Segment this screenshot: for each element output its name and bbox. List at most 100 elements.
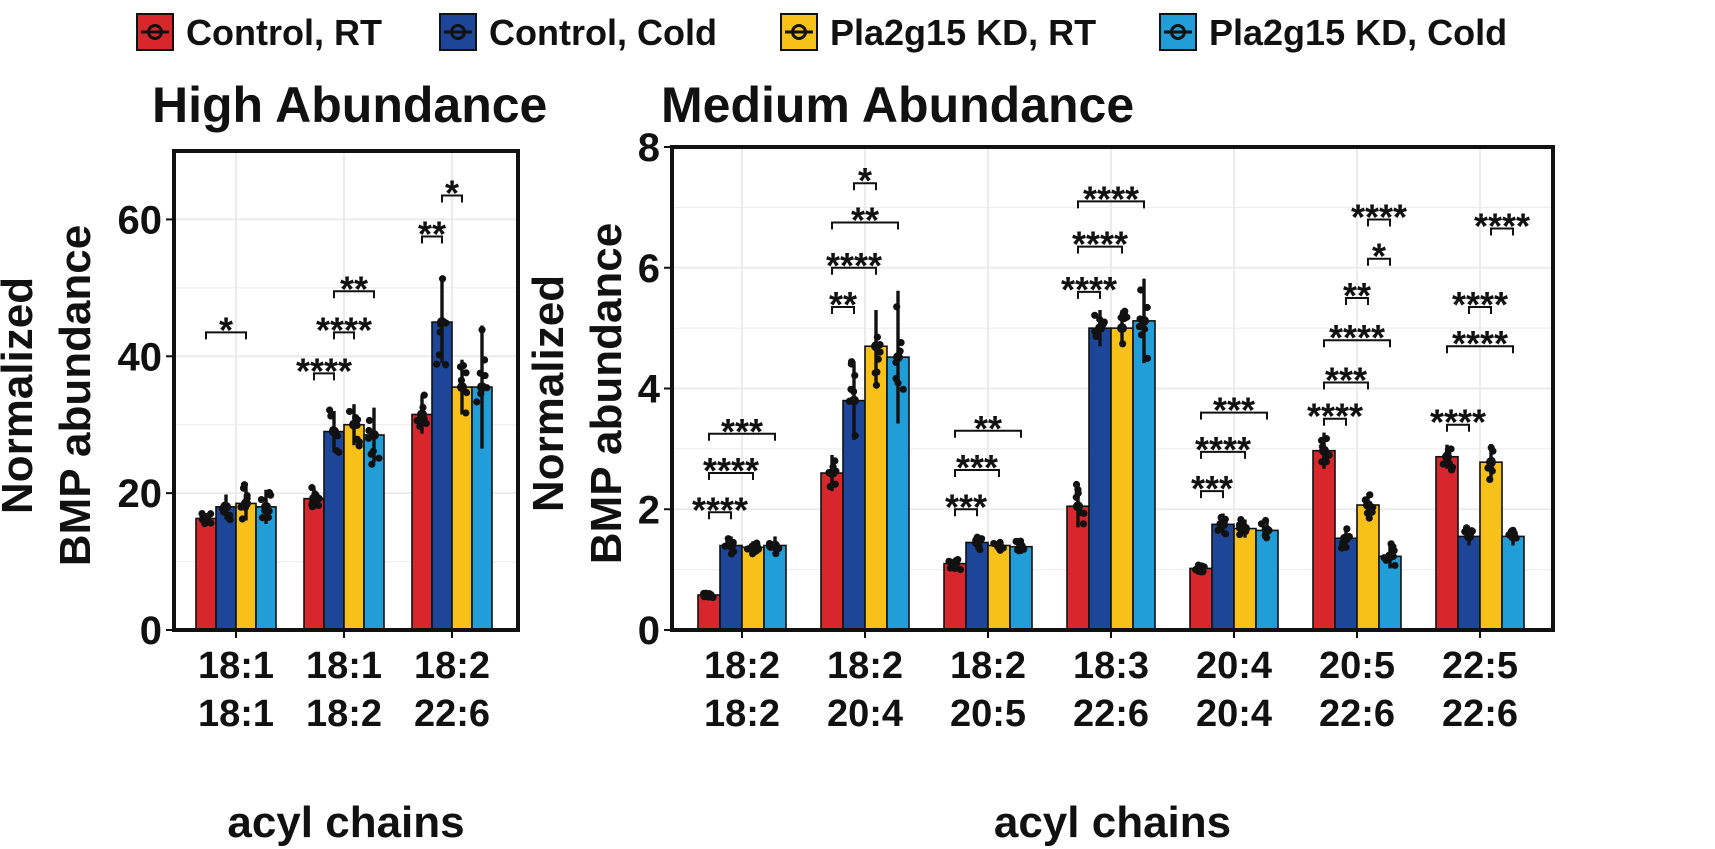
mean-point xyxy=(1341,533,1351,544)
significance-label: **** xyxy=(692,489,748,530)
y-tick-label: 0 xyxy=(638,609,660,653)
mean-point xyxy=(994,540,1004,551)
y-axis-label: Normalized BMP abundance xyxy=(524,223,631,564)
significance-label: ** xyxy=(340,268,368,309)
bracket-line xyxy=(313,372,335,381)
mean-point xyxy=(1363,500,1373,511)
bar xyxy=(451,386,473,631)
bracket-line xyxy=(1367,257,1391,266)
significance-label: * xyxy=(445,172,459,213)
mean-point xyxy=(1016,541,1026,552)
bar xyxy=(1132,320,1156,631)
significance-bracket: *** xyxy=(1200,390,1268,431)
bracket-line xyxy=(853,182,877,191)
significance-label: **** xyxy=(1195,429,1251,470)
bar xyxy=(719,544,743,631)
panel-medium-abundance: Medium Abundance Normalized BMP abundance 0… xyxy=(524,77,1555,847)
significance-label: **** xyxy=(296,350,352,391)
mean-point xyxy=(1464,531,1474,542)
legend-point-glyph xyxy=(450,24,466,40)
bar xyxy=(215,506,237,631)
data-point xyxy=(1092,332,1100,341)
x-axis-label: acyl chains xyxy=(994,798,1231,847)
data-point xyxy=(345,407,354,416)
bracket-line xyxy=(1468,305,1492,314)
mean-point xyxy=(241,498,251,509)
x-tick-label-line1: 18:2 xyxy=(950,645,1026,687)
significance-label: *** xyxy=(945,486,987,527)
legend: Control, RT Control, Cold Pla2g15 KD, RT Pl… xyxy=(136,12,1507,53)
significance-bracket: **** xyxy=(703,450,759,491)
panel-title: Medium Abundance xyxy=(661,77,1134,133)
bar xyxy=(1255,529,1279,631)
data-point xyxy=(473,398,481,406)
mean-point xyxy=(748,542,758,553)
data-point xyxy=(368,460,376,468)
significance-label: ** xyxy=(1343,275,1371,316)
panel-title: High Abundance xyxy=(152,77,547,133)
data-point xyxy=(422,419,430,427)
bracket-line xyxy=(1367,218,1391,227)
significance-bracket: *** xyxy=(954,447,1000,488)
legend-label: Control, RT xyxy=(186,12,382,53)
significance-bracket: **** xyxy=(1446,323,1514,364)
mean-point xyxy=(1139,315,1149,326)
bracket-line xyxy=(1200,490,1224,499)
bar xyxy=(1356,504,1380,631)
data-point xyxy=(433,360,441,368)
significance-label: **** xyxy=(1072,224,1128,265)
bracket-line xyxy=(708,511,732,520)
significance-label: *** xyxy=(721,411,763,452)
significance-bracket: **** xyxy=(692,489,748,530)
bracket-line xyxy=(1323,381,1369,390)
x-tick-label-line2: 20:5 xyxy=(950,693,1026,735)
bar xyxy=(303,497,325,631)
bracket-line xyxy=(831,221,899,230)
mean-point xyxy=(950,558,960,569)
significance-bracket: * xyxy=(853,160,877,201)
significance-bracket: **** xyxy=(1195,429,1251,470)
y-tick-label: 40 xyxy=(118,335,163,379)
x-tick-label-line2: 22:6 xyxy=(1442,693,1518,735)
y-axis-label-line1: Normalized xyxy=(524,275,573,512)
x-tick-label-line2: 18:2 xyxy=(306,693,382,735)
bar xyxy=(343,423,365,631)
data-point xyxy=(1079,520,1088,528)
bracket-line xyxy=(1077,290,1101,299)
bracket-line xyxy=(1323,339,1391,348)
y-tick-label: 20 xyxy=(118,472,163,516)
mean-point xyxy=(849,395,859,406)
significance-label: **** xyxy=(1329,317,1385,358)
y-tick-label: 60 xyxy=(118,198,163,242)
significance-bracket: **** xyxy=(1452,284,1508,325)
data-point xyxy=(442,361,450,369)
x-tick-label-line2: 18:2 xyxy=(704,693,780,735)
legend-item: Pla2g15 KD, RT xyxy=(780,12,1096,53)
mean-point xyxy=(349,419,359,430)
mean-point xyxy=(972,537,982,548)
significance-label: **** xyxy=(826,245,882,286)
x-tick-label-line1: 20:4 xyxy=(1196,645,1272,687)
x-tick-label-line2: 22:6 xyxy=(1073,693,1149,735)
x-tick-label-line1: 18:2 xyxy=(704,645,780,687)
x-tick-label-line1: 18:2 xyxy=(827,645,903,687)
legend-item: Control, Cold xyxy=(439,12,717,53)
significance-bracket: ** xyxy=(333,268,375,309)
significance-label: * xyxy=(1372,236,1386,277)
y-axis-label-line2: BMP abundance xyxy=(582,223,631,564)
y-axis-label: Normalized BMP abundance xyxy=(0,225,100,566)
legend-label: Control, Cold xyxy=(489,12,717,53)
data-point xyxy=(1439,460,1447,468)
y-tick-label: 0 xyxy=(140,609,162,653)
data-point xyxy=(1091,311,1099,319)
mean-point xyxy=(261,501,271,512)
mean-point xyxy=(1319,445,1329,456)
data-point xyxy=(1448,466,1456,474)
data-point xyxy=(365,416,374,425)
mean-point xyxy=(221,501,231,512)
legend-item: Pla2g15 KD, Cold xyxy=(1159,12,1507,53)
data-point xyxy=(1338,544,1346,552)
bar xyxy=(1479,461,1503,631)
x-tick-label-line2: 20:4 xyxy=(1196,693,1272,735)
significance-bracket: *** xyxy=(1191,468,1233,509)
